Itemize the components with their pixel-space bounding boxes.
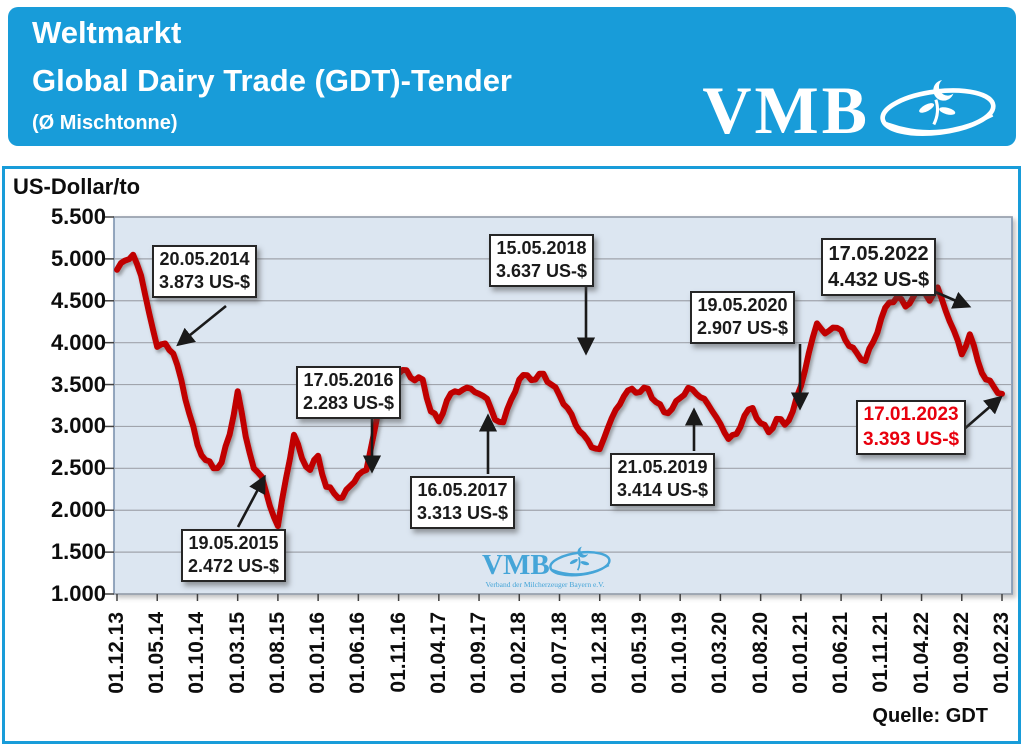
x-axis-label: 01.08.20 xyxy=(748,612,772,694)
x-axis-label: 01.01.16 xyxy=(306,612,330,694)
annotation-value: 3.637 US-$ xyxy=(496,261,588,282)
watermark-text: VMB xyxy=(482,549,550,581)
annotation-date: 16.05.2017 xyxy=(417,480,508,500)
y-axis-label: 3.000 xyxy=(50,413,106,439)
annotation-value: 2.283 US-$ xyxy=(303,393,395,414)
annotation-date: 19.05.2020 xyxy=(697,295,788,315)
x-axis-label: 01.04.22 xyxy=(909,612,933,694)
y-axis-label: 1.500 xyxy=(50,539,106,565)
y-axis-label: 5.500 xyxy=(50,204,106,229)
x-axis-label: 01.06.21 xyxy=(829,612,853,694)
annotation-date: 19.05.2015 xyxy=(188,533,279,553)
x-axis-label: 01.01.21 xyxy=(788,612,812,694)
x-axis-label: 01.09.17 xyxy=(467,612,491,694)
annotation-value: 4.432 US-$ xyxy=(828,269,930,291)
annotation-box: 17.05.2016 2.283 US-$ xyxy=(296,366,402,419)
x-axis-label: 01.06.16 xyxy=(346,612,370,694)
x-axis-label: 01.11.16 xyxy=(386,612,410,693)
x-axis-label: 01.10.14 xyxy=(185,612,209,694)
x-axis-label: 01.11.21 xyxy=(869,612,893,693)
x-axis-label: 01.12.13 xyxy=(105,612,128,694)
y-axis-label: 4.000 xyxy=(50,329,106,355)
annotation-date: 15.05.2018 xyxy=(496,238,587,258)
x-axis-label: 01.02.23 xyxy=(990,612,1013,694)
y-axis-label: 5.000 xyxy=(50,245,106,271)
annotation-value: 3.414 US-$ xyxy=(617,480,709,501)
chart-title: Global Dairy Trade (GDT)-Tender xyxy=(32,63,513,98)
annotation-box: 17.05.2022 4.432 US-$ xyxy=(821,238,937,296)
chart-subtitle: (Ø Mischtonne) xyxy=(32,112,178,134)
annotation-box: 16.05.2017 3.313 US-$ xyxy=(410,476,516,529)
page-title: Weltmarkt xyxy=(32,15,182,50)
y-axis-label: 4.500 xyxy=(50,287,106,313)
x-axis-label: 01.04.17 xyxy=(426,612,450,694)
annotation-date: 17.01.2023 xyxy=(863,404,959,425)
y-axis-label: 2.000 xyxy=(50,497,106,523)
watermark-subtitle: Verband der Milcherzeuger Bayern e.V. xyxy=(485,580,605,589)
x-axis-label: 01.10.19 xyxy=(668,612,692,694)
y-axis-title: US-Dollar/to xyxy=(13,174,141,199)
vmb-logo: VMB xyxy=(702,75,1004,145)
x-axis-label: 01.05.14 xyxy=(145,612,169,694)
header: Weltmarkt Global Dairy Trade (GDT)-Tende… xyxy=(8,7,1016,146)
annotation-value: 3.873 US-$ xyxy=(159,272,251,293)
annotation-box: 19.05.2020 2.907 US-$ xyxy=(690,291,796,344)
annotation-date: 17.05.2016 xyxy=(303,370,394,390)
x-axis-label: 01.09.22 xyxy=(949,612,973,694)
annotation-date: 17.05.2022 xyxy=(828,243,929,265)
annotation-date: 21.05.2019 xyxy=(617,457,708,477)
annotation-box: 19.05.2015 2.472 US-$ xyxy=(181,529,287,582)
annotation-box: 15.05.2018 3.637 US-$ xyxy=(489,234,595,287)
annotation-date: 20.05.2014 xyxy=(159,249,250,269)
annotation-box: 17.01.2023 3.393 US-$ xyxy=(856,400,967,456)
annotation-value: 3.313 US-$ xyxy=(417,503,509,524)
annotation-box: 21.05.2019 3.414 US-$ xyxy=(610,453,716,506)
x-axis-label: 01.02.18 xyxy=(507,612,531,694)
x-axis-label: 01.05.19 xyxy=(627,612,651,694)
y-axis-label: 2.500 xyxy=(50,455,106,481)
y-axis-label: 3.500 xyxy=(50,371,106,397)
x-axis-label: 01.08.15 xyxy=(265,612,289,694)
x-axis-label: 01.07.18 xyxy=(547,612,571,694)
vmb-logo-text: VMB xyxy=(702,72,870,148)
vmb-swirl-shape xyxy=(880,80,996,136)
x-axis-label: 01.03.20 xyxy=(708,612,732,694)
annotation-box: 20.05.2014 3.873 US-$ xyxy=(152,245,258,298)
x-axis-label: 01.03.15 xyxy=(225,612,249,694)
y-axis-label: 1.000 xyxy=(50,581,106,606)
source-label: Quelle: GDT xyxy=(872,705,988,727)
annotation-value: 2.472 US-$ xyxy=(188,556,280,577)
vmb-swirl-icon xyxy=(880,80,996,136)
annotation-value: 2.907 US-$ xyxy=(697,318,789,339)
x-axis-label: 01.12.18 xyxy=(587,612,611,694)
annotation-value: 3.393 US-$ xyxy=(863,428,960,450)
